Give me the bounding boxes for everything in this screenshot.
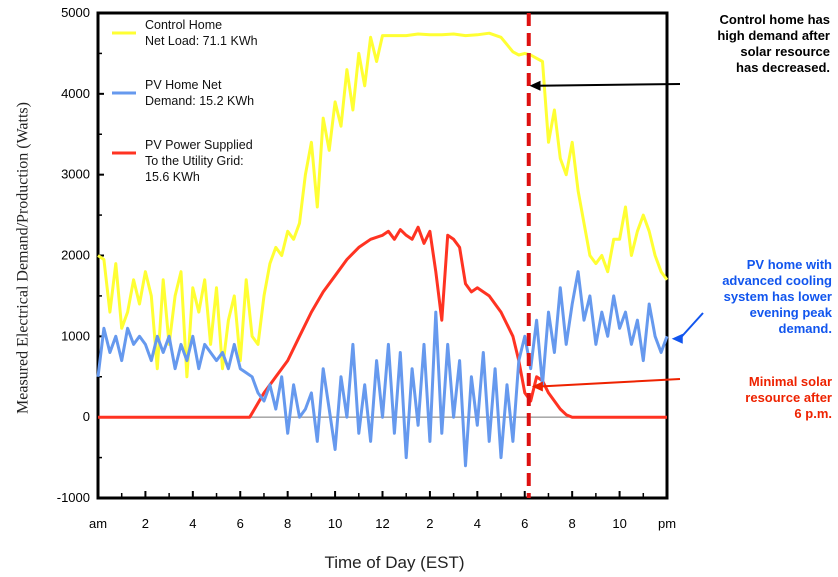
x-tick-label: 2 [142, 516, 149, 531]
y-tick-label: 0 [83, 409, 90, 424]
annotation-line: resource after [745, 390, 832, 405]
annotation-arrow [529, 80, 681, 91]
series-control-home [97, 31, 669, 379]
arrow-head [531, 381, 543, 392]
x-tick-label: 8 [284, 516, 291, 531]
y-tick-label: 4000 [61, 86, 90, 101]
x-axis-label: Time of Day (EST) [324, 553, 464, 572]
arrow-head [671, 333, 683, 344]
y-tick-label: 3000 [61, 167, 90, 182]
annotation-arrow [531, 378, 681, 392]
annotation-line: system has lower [723, 289, 832, 304]
annotation-line: Minimal solar [748, 374, 832, 389]
arrow-shaft [539, 378, 681, 388]
legend-text: 15.6 KWh [145, 170, 200, 184]
x-axis: am 2 4 6 8 10 12 2 4 6 8 10 pm [89, 491, 676, 531]
y-tick-label: -1000 [57, 490, 90, 505]
annotation-line: high demand after [717, 28, 830, 43]
annotation-control-home: Control home has high demand after solar r… [717, 12, 830, 76]
series-pv-grid-supply [98, 225, 667, 419]
annotation-line: PV home with [746, 257, 832, 272]
legend-text: Demand: 15.2 KWh [145, 94, 254, 108]
legend-text: Net Load: 71.1 KWh [145, 34, 258, 48]
annotation-arrows [529, 80, 704, 392]
y-axis-label: Measured Electrical Demand/Production (W… [15, 102, 32, 414]
annotation-line: evening peak [749, 305, 832, 320]
annotation-line: solar resource [740, 44, 830, 59]
legend-text: PV Home Net [145, 78, 222, 92]
annotation-line: advanced cooling [722, 273, 832, 288]
x-tick-label: pm [658, 516, 676, 531]
arrow-head [529, 80, 541, 91]
arrow-shaft [678, 312, 704, 340]
series-layer [96, 31, 669, 468]
annotation-line: demand. [778, 321, 832, 336]
x-tick-label: 6 [237, 516, 244, 531]
x-tick-label: 2 [426, 516, 433, 531]
x-tick-label: 6 [521, 516, 528, 531]
y-tick-label: 5000 [61, 5, 90, 20]
series-pv-home [96, 270, 669, 468]
annotation-line: has decreased. [736, 60, 830, 75]
legend-pv-grid-supply: PV Power Supplied To the Utility Grid: 15.… [112, 138, 253, 184]
x-tick-label: 4 [474, 516, 481, 531]
annotation-minimal-solar: Minimal solar resource after 6 p.m. [745, 374, 832, 422]
y-tick-label: 1000 [61, 328, 90, 343]
annotation-pv-home: PV home with advanced cooling system has l… [722, 257, 832, 337]
legend-text: PV Power Supplied [145, 138, 253, 152]
legend-text: Control Home [145, 18, 222, 32]
annotation-line: Control home has [719, 12, 830, 27]
x-tick-label: am [89, 516, 107, 531]
legend-control-home: Control Home Net Load: 71.1 KWh [112, 18, 258, 48]
x-tick-label: 4 [189, 516, 196, 531]
x-tick-label: 10 [328, 516, 342, 531]
x-tick-label: 12 [375, 516, 389, 531]
legend-text: To the Utility Grid: [145, 154, 244, 168]
annotation-arrow [671, 312, 704, 344]
y-tick-label: 2000 [61, 248, 90, 263]
legend: Control Home Net Load: 71.1 KWh PV Home Ne… [112, 18, 258, 184]
x-tick-label: 8 [569, 516, 576, 531]
x-tick-label: 10 [612, 516, 626, 531]
annotation-line: 6 p.m. [794, 406, 832, 421]
arrow-shaft [537, 83, 681, 87]
legend-pv-home: PV Home Net Demand: 15.2 KWh [112, 78, 254, 108]
